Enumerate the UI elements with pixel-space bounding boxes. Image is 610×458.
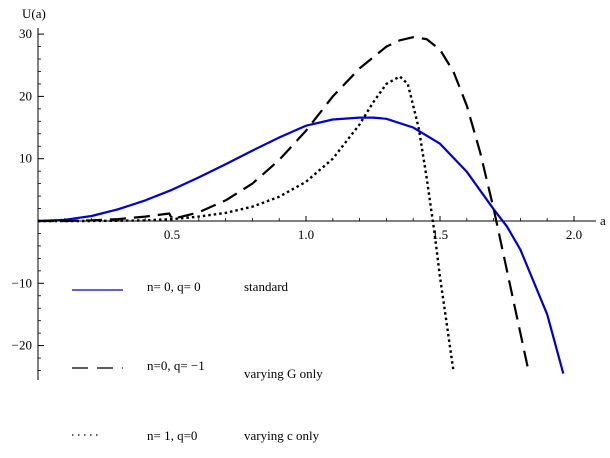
legend-description-2: varying G only	[244, 366, 323, 381]
y-tick-label: 20	[19, 88, 32, 103]
x-axis-label: a	[600, 213, 606, 228]
series-line-2	[38, 36, 530, 371]
series-layer	[37, 36, 565, 374]
y-tick-label: −20	[12, 338, 32, 353]
legend-name-2: n=0, q= −1	[147, 358, 205, 373]
legend-name-3: n= 1, q=0	[147, 428, 197, 443]
x-tick-label: 2.0	[566, 227, 582, 242]
y-tick-label: 30	[19, 26, 32, 41]
x-tick-label: 1.5	[432, 227, 448, 242]
series-line-1	[37, 116, 565, 374]
legend-description-1: standard	[244, 279, 289, 294]
legend-description-3: varying c only	[244, 428, 320, 443]
y-axis-label: U(a)	[22, 6, 46, 21]
legend: n= 0, q= 0 standard n=0, q= −1 varying G on…	[72, 279, 323, 443]
x-tick-label: 1.0	[298, 227, 314, 242]
y-tick-label: −10	[12, 275, 32, 290]
x-tick-label: 0.5	[164, 227, 180, 242]
legend-name-1: n= 0, q= 0	[147, 279, 201, 294]
axes: 0.5 1.0 1.5 2.0 −20 −10 10 20 30 U(a) a	[12, 6, 606, 380]
y-tick-label: 10	[19, 151, 32, 166]
